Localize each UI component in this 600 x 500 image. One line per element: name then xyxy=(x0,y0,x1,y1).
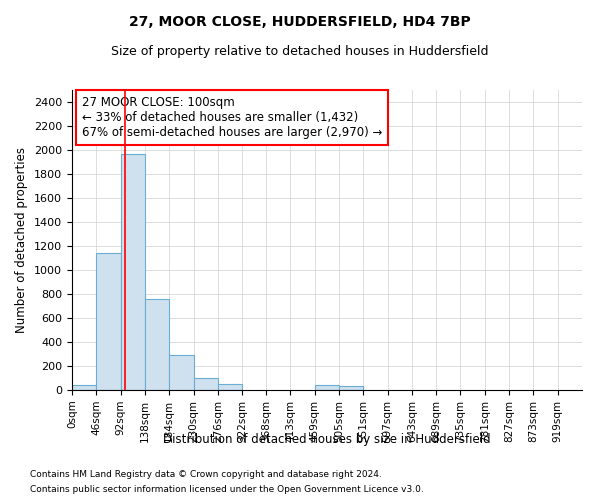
Bar xyxy=(97,253,121,390)
Y-axis label: Number of detached properties: Number of detached properties xyxy=(16,147,28,333)
Bar xyxy=(194,378,218,390)
Text: Distribution of detached houses by size in Huddersfield: Distribution of detached houses by size … xyxy=(163,432,491,446)
Text: Size of property relative to detached houses in Huddersfield: Size of property relative to detached ho… xyxy=(111,45,489,58)
Bar xyxy=(121,154,145,390)
Bar xyxy=(145,299,169,390)
Bar xyxy=(314,385,339,390)
Bar xyxy=(72,385,97,390)
Bar xyxy=(339,386,363,390)
Text: Contains HM Land Registry data © Crown copyright and database right 2024.: Contains HM Land Registry data © Crown c… xyxy=(30,470,382,479)
Bar xyxy=(169,354,194,390)
Text: 27, MOOR CLOSE, HUDDERSFIELD, HD4 7BP: 27, MOOR CLOSE, HUDDERSFIELD, HD4 7BP xyxy=(129,15,471,29)
Text: Contains public sector information licensed under the Open Government Licence v3: Contains public sector information licen… xyxy=(30,485,424,494)
Text: 27 MOOR CLOSE: 100sqm
← 33% of detached houses are smaller (1,432)
67% of semi-d: 27 MOOR CLOSE: 100sqm ← 33% of detached … xyxy=(82,96,383,139)
Bar xyxy=(218,384,242,390)
